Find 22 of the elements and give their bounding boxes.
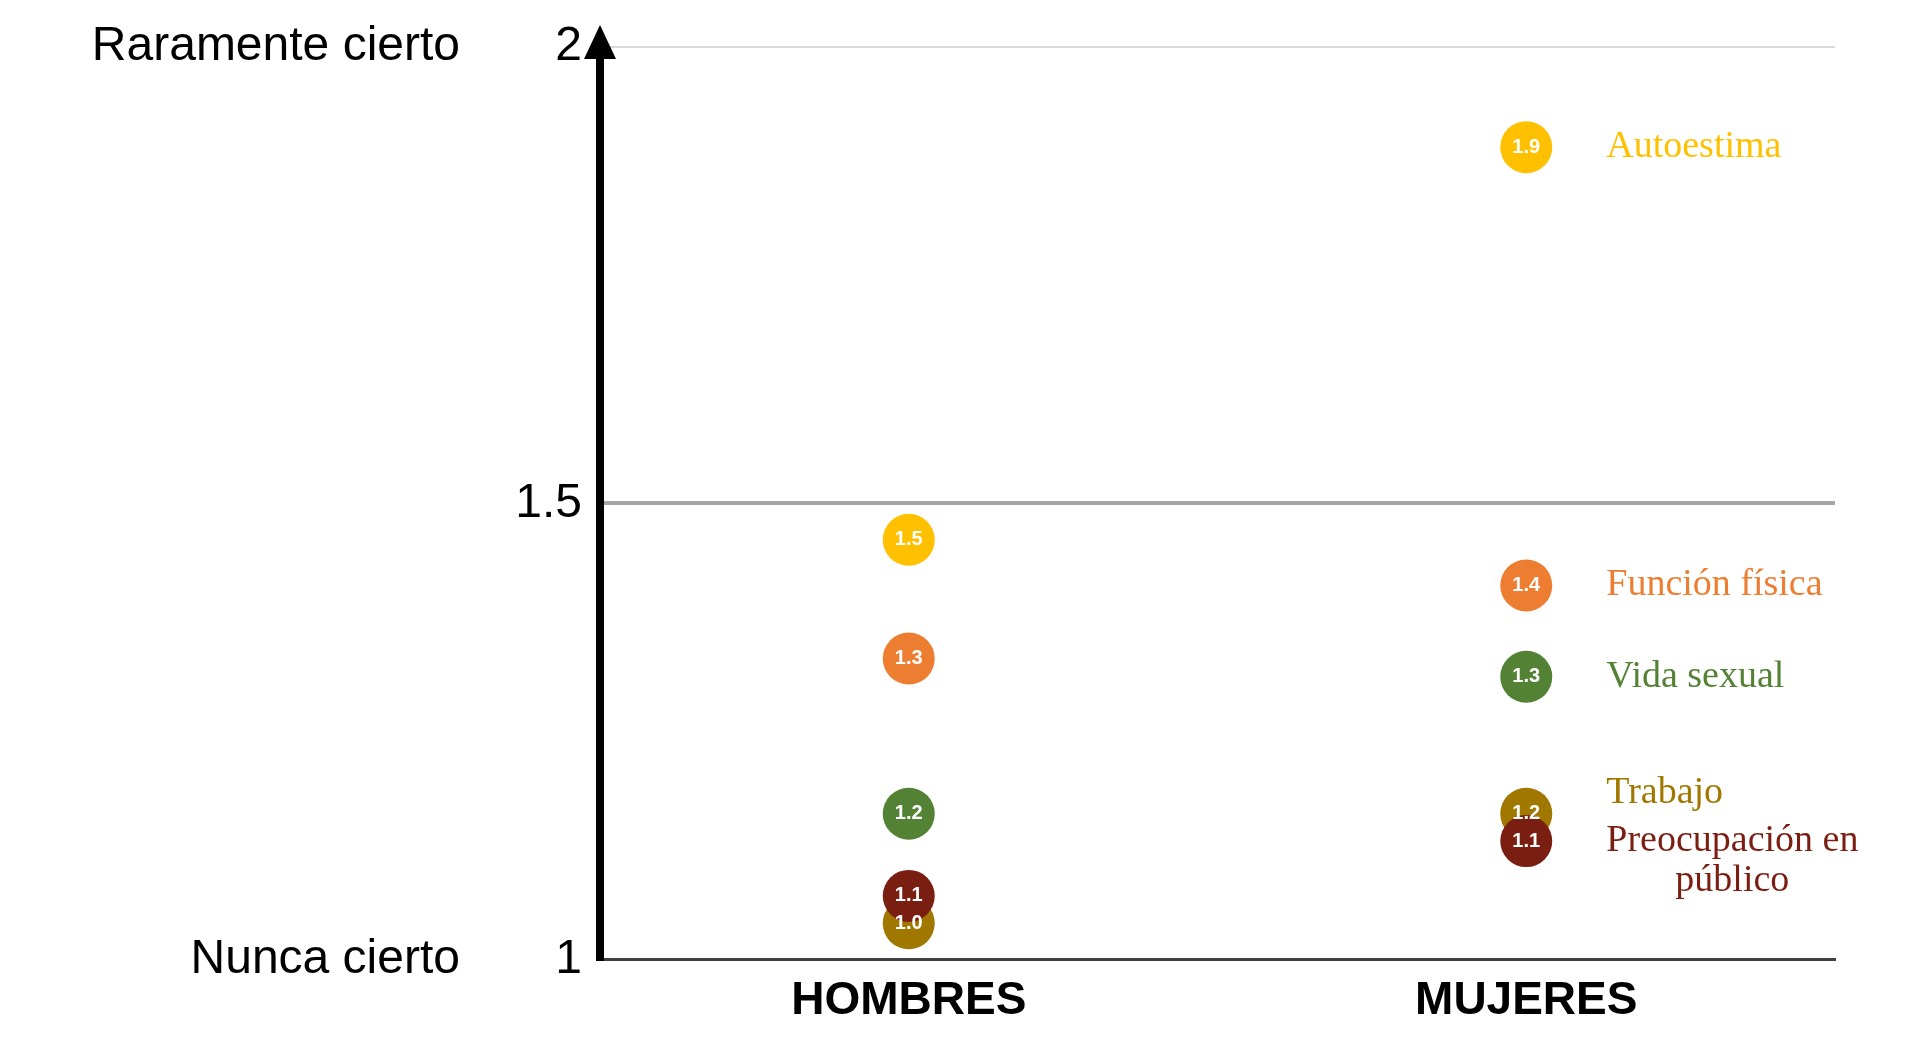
data-label: 1.2 <box>1512 801 1541 824</box>
text: Nunca cierto <box>190 930 460 984</box>
y-tick-label: 1 <box>555 930 582 984</box>
y-tick-label: 2 <box>555 17 582 71</box>
series-label: Vida sexual <box>1606 652 1785 695</box>
data-label: 1.2 <box>894 801 923 824</box>
data-label: 1.5 <box>894 527 923 550</box>
series-label: Función física <box>1606 561 1823 604</box>
data-label: 1.3 <box>1512 664 1541 687</box>
series-label: Preocupación en público <box>1606 817 1859 900</box>
data-label: 1.0 <box>894 910 923 933</box>
y-tick-label: 1.5 <box>515 473 582 527</box>
x-tick-label: MUJERES <box>1415 972 1638 1025</box>
data-label: 1.3 <box>894 646 923 669</box>
x-tick-label: HOMBRES <box>791 972 1027 1025</box>
data-label: 1.4 <box>1512 572 1542 595</box>
series-label: Trabajo <box>1606 769 1724 812</box>
series-label: Autoestima <box>1606 123 1782 166</box>
data-label: 1.9 <box>1512 134 1541 157</box>
text: Raramente cierto <box>91 17 460 71</box>
data-label: 1.1 <box>894 883 923 906</box>
data-label: 1.1 <box>1512 828 1541 851</box>
